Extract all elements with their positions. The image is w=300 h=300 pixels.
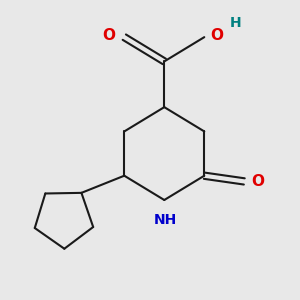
Text: O: O (251, 174, 264, 189)
Text: O: O (103, 28, 116, 43)
Text: NH: NH (154, 213, 177, 227)
Text: H: H (230, 16, 242, 30)
Text: O: O (210, 28, 223, 43)
